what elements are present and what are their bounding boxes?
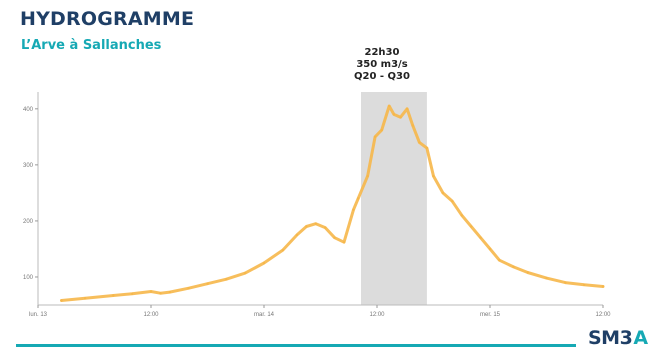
discharge-data-point [60,299,63,302]
discharge-data-point [373,135,377,139]
discharge-data-point [582,283,586,287]
x-tick-label: 12:00 [143,312,159,318]
discharge-data-point [469,225,473,228]
discharge-data-point [441,191,445,195]
discharge-data-point [159,292,162,295]
y-tick-label: 300 [23,163,34,169]
peak-time-label: 22h30 [364,47,400,58]
peak-highlight-band [360,92,427,305]
discharge-data-point [488,247,492,251]
discharge-data-point [112,294,115,297]
discharge-data-point [512,265,515,269]
discharge-data-point [225,278,228,281]
discharge-data-point [601,285,605,288]
discharge-data-point [432,174,435,178]
discharge-data-point [206,282,209,285]
sm3a-logo: SM3 A [588,327,648,349]
discharge-data-point [314,222,317,225]
peak-annotation: 22h30 350 m3/s Q20 - Q30 [322,47,442,83]
discharge-data-point [564,281,567,284]
discharge-data-point [380,128,383,132]
discharge-data-point [392,113,396,116]
x-tick-label: mar. 14 [254,312,275,318]
discharge-data-point [356,197,360,200]
discharge-data-point [305,225,308,228]
discharge-data-point [405,107,409,111]
discharge-data-point [388,104,391,108]
discharge-data-point [352,208,355,211]
discharge-data-point [479,236,482,239]
x-tick-label: 12:00 [369,312,385,318]
discharge-data-point [366,174,369,178]
discharge-data-point [187,286,190,290]
x-tick-label: 12:00 [595,312,611,318]
x-tick-label: mer. 15 [480,312,501,318]
logo-text: SM3 [588,327,633,349]
discharge-data-point [243,271,247,275]
discharge-data-point [168,290,172,294]
discharge-data-point [333,236,336,239]
discharge-data-point [262,261,266,265]
discharge-data-point [399,116,402,119]
chart-subtitle: L’Arve à Sallanches [21,38,162,53]
discharge-data-point [425,146,429,150]
y-tick-label: 200 [23,219,34,225]
discharge-data-point [526,271,529,274]
discharge-data-point [411,124,414,127]
discharge-data-point [342,241,346,244]
discharge-data-point [324,226,327,229]
discharge-data-point [545,276,548,280]
discharge-data-point [295,233,299,237]
discharge-data-point [451,200,454,203]
discharge-data-point [130,292,134,295]
peak-flow-label: 350 m3/s [356,59,408,70]
logo-mark: A [633,327,648,349]
footer-divider [16,344,576,347]
x-tick-label: lun. 13 [29,312,48,318]
discharge-series-line [60,104,605,302]
y-tick-label: 400 [23,107,34,113]
chart-title: HYDROGRAMME [20,8,195,30]
discharge-data-point [83,297,87,300]
peak-return-period-label: Q20 - Q30 [354,71,410,82]
discharge-data-point [498,258,501,262]
discharge-data-point [460,214,463,217]
y-tick-label: 100 [23,275,34,281]
discharge-data-point [418,141,421,144]
discharge-data-point [149,290,153,293]
discharge-data-point [281,248,285,252]
